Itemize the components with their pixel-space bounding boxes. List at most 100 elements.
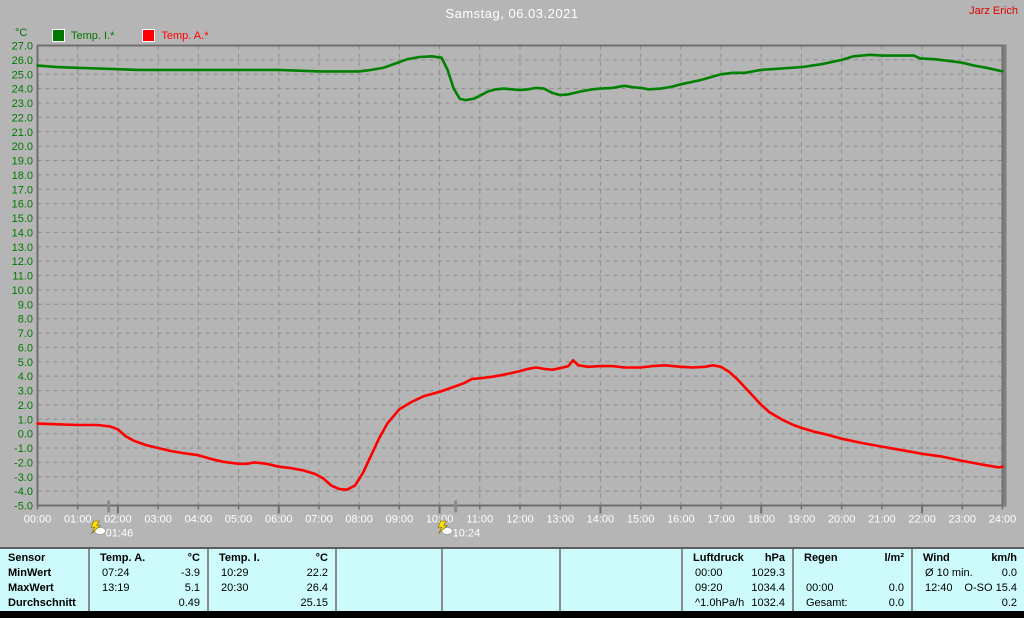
page-title: Samstag, 06.03.2021 bbox=[445, 6, 579, 21]
stats-cell-value: 0.2 bbox=[1001, 597, 1017, 609]
lightning-cloud-icon bbox=[90, 520, 107, 535]
x-tick-label: 12:00 bbox=[506, 514, 534, 526]
stats-cell-time: 20:30 bbox=[221, 582, 249, 594]
stats-cell: 13:19 5.1 bbox=[90, 581, 207, 596]
y-tick-label: 1.0 bbox=[18, 414, 33, 426]
stats-cell bbox=[561, 596, 681, 611]
stats-cell-time: 00:00 bbox=[806, 582, 834, 594]
x-tick-label: 24:00 bbox=[989, 514, 1017, 526]
y-tick-label: 26.0 bbox=[12, 55, 33, 67]
y-tick-label: 14.0 bbox=[12, 227, 33, 239]
stats-cell-time: 10:29 bbox=[221, 567, 249, 579]
stats-cell bbox=[337, 596, 441, 611]
stats-cell bbox=[443, 581, 559, 596]
event-time-label: 01:46 bbox=[106, 528, 134, 540]
stats-cell-time: 00:00 bbox=[695, 567, 723, 579]
stats-table: Sensor MinWert MaxWert Durchschnitt Temp. A.… bbox=[0, 547, 1024, 611]
y-tick-label: -5.0 bbox=[14, 501, 33, 513]
stats-cell bbox=[794, 566, 911, 581]
stats-cell-value: 1029.3 bbox=[751, 567, 785, 579]
x-tick-label: 14:00 bbox=[587, 514, 615, 526]
y-tick-label: 22.0 bbox=[12, 112, 33, 124]
stats-cell bbox=[337, 566, 441, 581]
x-tick-label: 16:00 bbox=[667, 514, 695, 526]
x-tick-label: 11:00 bbox=[466, 514, 493, 526]
stats-cell: 12:40 O-SO 15.4 bbox=[913, 581, 1024, 596]
stats-col-empty bbox=[335, 549, 441, 611]
lightning-cloud-icon bbox=[437, 520, 454, 535]
x-tick-label: 07:00 bbox=[305, 514, 333, 526]
y-tick-label: 18.0 bbox=[12, 170, 33, 182]
stats-cell: ^1.0hPa/h 1032.4 bbox=[683, 596, 792, 611]
stats-row-label: Sensor bbox=[8, 552, 46, 564]
x-tick-label: 06:00 bbox=[265, 514, 293, 526]
series-temp-a-line bbox=[36, 358, 1004, 492]
y-tick-label: 13.0 bbox=[12, 242, 33, 254]
x-tick-label: 20:00 bbox=[828, 514, 856, 526]
x-tick-label: 08:00 bbox=[345, 514, 373, 526]
stats-cell-time: ^1.0hPa/h bbox=[695, 597, 745, 609]
stats-col-name: Wind bbox=[923, 552, 950, 564]
stats-col-header: Regen l/m² bbox=[794, 551, 911, 566]
event-time-label: 10:24 bbox=[453, 528, 481, 540]
stats-row-label: MaxWert bbox=[8, 582, 54, 594]
y-tick-label: 12.0 bbox=[12, 256, 33, 268]
y-tick-label: -1.0 bbox=[14, 443, 33, 455]
legend-label-temp-a: Temp. A.* bbox=[161, 29, 209, 42]
x-tick-label: 23:00 bbox=[949, 514, 977, 526]
stats-col-unit: l/m² bbox=[884, 552, 904, 564]
y-tick-label: 0.0 bbox=[18, 429, 33, 441]
stats-col-header: Temp. I. °C bbox=[209, 551, 335, 566]
y-tick-label: 11.0 bbox=[12, 271, 33, 283]
y-tick-label: 2.0 bbox=[18, 400, 33, 412]
stats-cell-value: 5.1 bbox=[184, 582, 200, 594]
stats-col-luftdruck: Luftdruck hPa 00:00 1029.3 09:20 1034.4 ^1.0hP… bbox=[681, 549, 792, 611]
y-tick-label: 20.0 bbox=[12, 141, 33, 153]
stats-cell-time: Gesamt: bbox=[806, 597, 848, 609]
stats-col-header bbox=[443, 551, 559, 566]
legend-label-temp-i: Temp. I.* bbox=[71, 29, 115, 42]
x-tick-label: 03:00 bbox=[144, 514, 172, 526]
stats-col-regen: Regen l/m² 00:00 0.0 Gesamt: 0.0 bbox=[792, 549, 911, 611]
x-tick-label: 22:00 bbox=[908, 514, 936, 526]
stats-cell: 0.2 bbox=[913, 596, 1024, 611]
stats-cell: 07:24 -3.9 bbox=[90, 566, 207, 581]
y-tick-label: -3.0 bbox=[14, 472, 33, 484]
stats-col-name: Regen bbox=[804, 552, 838, 564]
y-tick-label: 16.0 bbox=[12, 199, 33, 211]
stats-cell: Gesamt: 0.0 bbox=[794, 596, 911, 611]
stats-cell-value: 1032.4 bbox=[751, 597, 785, 609]
stats-row-label: Durchschnitt bbox=[8, 597, 76, 609]
x-tick-label: 21:00 bbox=[868, 514, 896, 526]
stats-col-header bbox=[561, 551, 681, 566]
y-tick-label: 6.0 bbox=[18, 342, 33, 354]
temp-a-swatch-icon bbox=[142, 29, 156, 42]
stats-cell-time: Ø 10 min. bbox=[925, 567, 973, 579]
y-axis-unit-label: °C bbox=[15, 27, 28, 39]
user-name: Jarz Erich bbox=[969, 5, 1018, 17]
bottom-bar bbox=[0, 611, 1024, 618]
stats-cell: 09:20 1034.4 bbox=[683, 581, 792, 596]
y-tick-label: 7.0 bbox=[18, 328, 33, 340]
stats-cell: 10:29 22.2 bbox=[209, 566, 335, 581]
y-tick-label: 21.0 bbox=[12, 127, 33, 139]
y-tick-label: -2.0 bbox=[14, 457, 33, 469]
stats-col-unit: hPa bbox=[764, 552, 785, 564]
x-tick-label: 10:00 bbox=[426, 514, 454, 526]
stats-cell-value: 26.4 bbox=[306, 582, 328, 594]
stats-cell: 00:00 1029.3 bbox=[683, 566, 792, 581]
temp-i-swatch-icon bbox=[52, 29, 65, 42]
legend-item-temp-i: Temp. I.* bbox=[52, 29, 114, 42]
plot-border-right bbox=[1003, 44, 1007, 507]
stats-col-temp-a: Temp. A. °C 07:24 -3.9 13:19 5.1 0.49 bbox=[88, 549, 207, 611]
stats-col-header: Wind km/h bbox=[913, 551, 1024, 566]
stats-cell bbox=[337, 581, 441, 596]
stats-cell: 20:30 26.4 bbox=[209, 581, 335, 596]
x-tick-label: 19:00 bbox=[788, 514, 816, 526]
x-tick-label: 04:00 bbox=[185, 514, 213, 526]
x-tick-label: 02:00 bbox=[104, 514, 132, 526]
stats-col-header bbox=[337, 551, 441, 566]
y-tick-label: 19.0 bbox=[12, 156, 33, 168]
stats-cell-value: 25.15 bbox=[300, 597, 328, 609]
